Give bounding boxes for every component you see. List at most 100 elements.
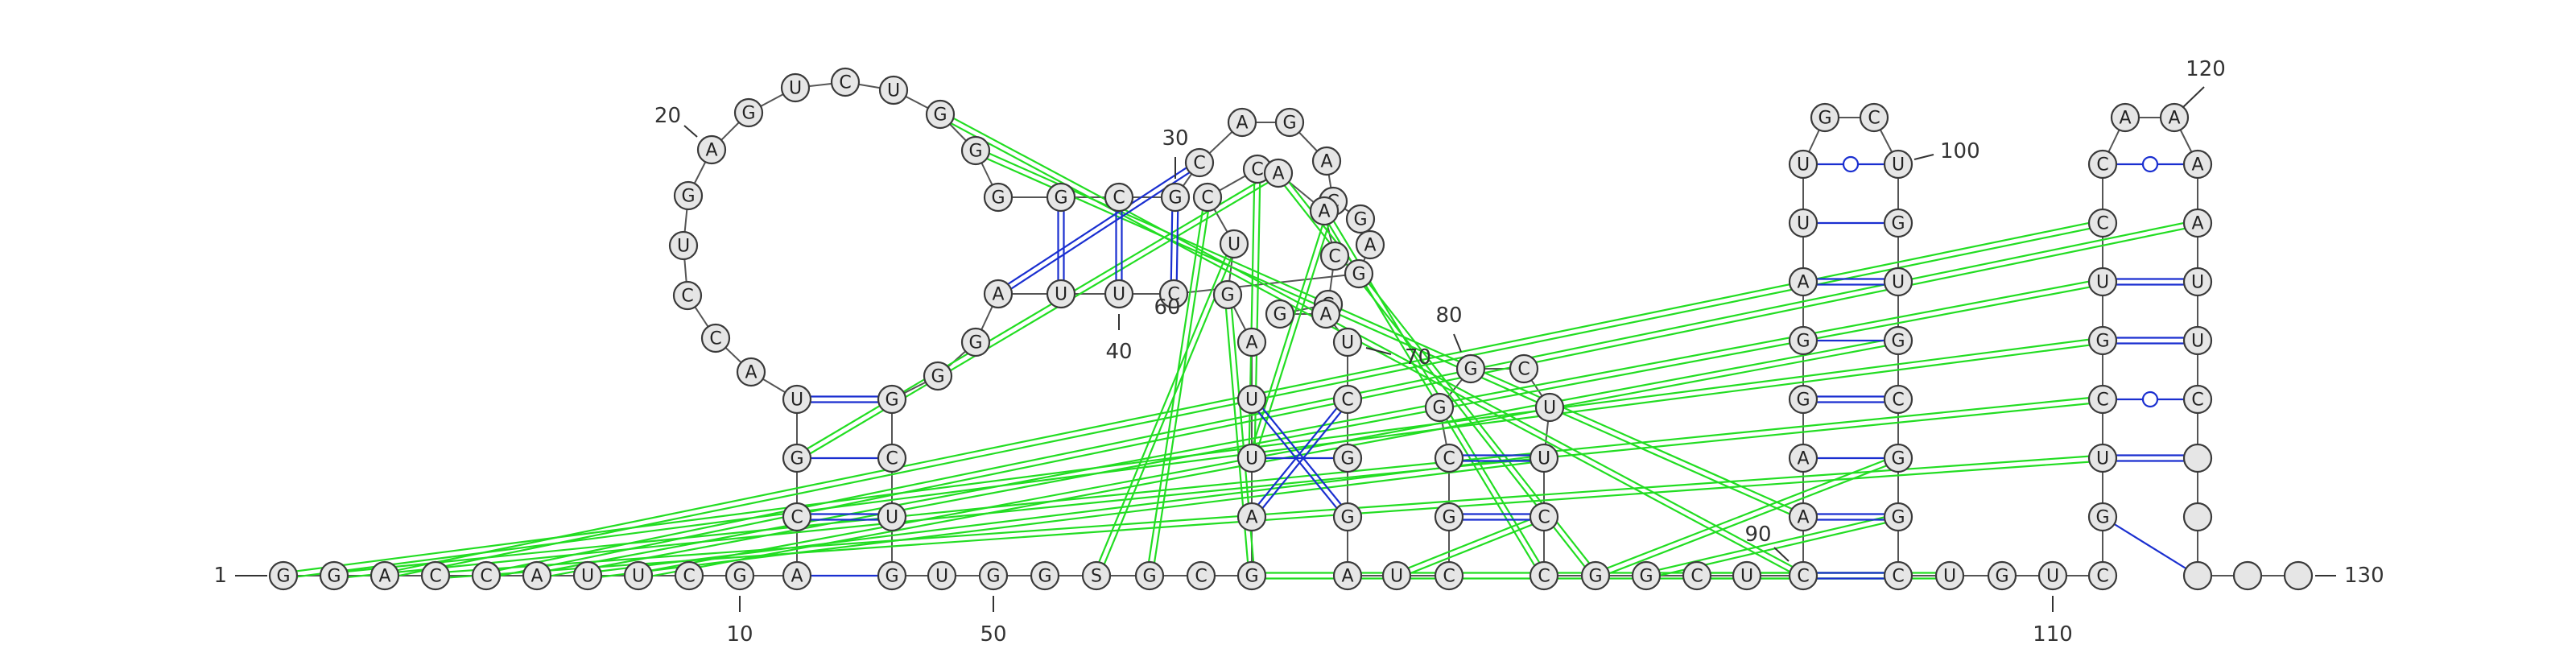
- base-pair: [996, 159, 1199, 292]
- tertiary-contact: [795, 170, 1278, 457]
- position-label-50: 50: [980, 622, 1006, 647]
- nucleotide-letter: C: [1251, 160, 1263, 180]
- position-tick: [2182, 86, 2205, 108]
- nucleotide-letter: G: [1442, 508, 1455, 528]
- tertiary-contact: [1594, 454, 1898, 574]
- nucleotide-119: A: [2110, 102, 2140, 133]
- nucleotide-letter: G: [991, 188, 1005, 209]
- base-pair: [1249, 397, 1347, 516]
- position-tick: [683, 125, 698, 138]
- tertiary-contact: [537, 283, 2103, 580]
- nucleotide-123: U: [2182, 267, 2213, 297]
- position-label-80: 80: [1435, 304, 1462, 328]
- nucleotide-letter: C: [2096, 567, 2108, 587]
- nucleotide-letter: G: [1796, 390, 1810, 411]
- nucleotide-2: G: [319, 560, 349, 591]
- nucleotide-51: G: [1030, 560, 1060, 591]
- nucleotide-8: U: [623, 560, 654, 591]
- nucleotide-letter: C: [1517, 360, 1530, 380]
- tertiary-contact: [638, 342, 1899, 580]
- nucleotide-letter: G: [790, 449, 803, 469]
- nucleotide-letter: C: [1892, 390, 1904, 411]
- nucleotide-65: A: [1309, 196, 1340, 226]
- nucleotide-94: G: [1788, 325, 1818, 356]
- nucleotide-letter: U: [677, 237, 690, 257]
- nucleotide-57: U: [1236, 443, 1267, 473]
- nucleotide-5: C: [471, 560, 502, 591]
- position-label-20: 20: [654, 104, 681, 128]
- nucleotide-letter: A: [2119, 109, 2131, 129]
- nucleotide-11: A: [782, 560, 812, 591]
- nucleotide-36: G: [1345, 204, 1376, 234]
- tertiary-contact: [435, 454, 2103, 574]
- nucleotide-letter: G: [1340, 449, 1354, 469]
- tertiary-contact: [1146, 196, 1206, 576]
- nucleotide-54: C: [1186, 560, 1216, 591]
- nucleotide-39: C: [1158, 279, 1189, 309]
- nucleotide-letter: G: [1038, 567, 1051, 587]
- nucleotide-126: [2182, 443, 2213, 473]
- nucleotide-81: C: [1509, 353, 1539, 384]
- nucleotide-3: A: [369, 560, 400, 591]
- nucleotide-letter: G: [1891, 449, 1905, 469]
- nucleotide-letter: S: [1091, 567, 1102, 587]
- nucleotide-61: U: [1219, 229, 1249, 259]
- nucleotide-58: U: [1236, 384, 1267, 415]
- base-pair: [1175, 197, 1179, 295]
- nucleotide-14: U: [782, 384, 812, 415]
- nucleotide-letter: A: [992, 285, 1004, 305]
- nucleotide-letter: C: [791, 508, 803, 528]
- nucleotide-letter: G: [1245, 567, 1258, 587]
- nucleotide-122: A: [2182, 208, 2213, 238]
- nucleotide-120: A: [2159, 102, 2190, 133]
- nucleotide-letter: A: [745, 363, 757, 383]
- nucleotide-letter: C: [681, 287, 693, 307]
- nucleotide-letter: U: [2191, 332, 2204, 352]
- nucleotide-103: G: [1883, 325, 1913, 356]
- tertiary-contact: [974, 152, 1803, 521]
- nucleotide-40: U: [1104, 279, 1134, 309]
- nucleotide-83: U: [1529, 443, 1559, 473]
- nucleotide-127: [2182, 502, 2213, 532]
- nucleotide-41: U: [1046, 279, 1076, 309]
- nucleotide-letter: A: [791, 567, 803, 587]
- nucleotide-117: C: [2087, 208, 2118, 238]
- nucleotide-letter: G: [741, 104, 755, 124]
- nucleotide-letter: U: [1892, 273, 1905, 293]
- nucleotide-34: A: [1311, 146, 1342, 176]
- nucleotide-letter: U: [1341, 333, 1354, 353]
- nucleotide-22: U: [780, 72, 811, 103]
- nucleotide-115: G: [2087, 325, 2118, 356]
- nucleotide-25: G: [925, 99, 956, 130]
- nucleotide-60: G: [1212, 279, 1243, 310]
- nucleotide-letter: G: [681, 187, 695, 207]
- nucleotide-letter: G: [1352, 265, 1365, 285]
- nucleotide-letter: C: [1538, 508, 1550, 528]
- nucleotide-letter: G: [1340, 508, 1354, 528]
- nucleotide-86: G: [1580, 560, 1611, 591]
- nucleotide-13: G: [782, 443, 812, 473]
- nucleotide-letter: U: [1943, 567, 1956, 587]
- nucleotide-30: G: [1160, 182, 1191, 213]
- position-label-40: 40: [1105, 340, 1132, 364]
- nucleotide-76: C: [1434, 560, 1464, 591]
- nucleotide-45: G: [877, 384, 907, 415]
- nucleotide-1: G: [268, 560, 299, 591]
- nucleotide-48: G: [877, 560, 907, 591]
- nucleotide-letter: G: [986, 567, 1000, 587]
- nucleotide-33: G: [1274, 107, 1305, 138]
- nucleotide-37: A: [1355, 229, 1385, 260]
- nucleotide-92: A: [1788, 443, 1818, 473]
- nucleotide-letter: C: [1892, 567, 1904, 587]
- nucleotide-32: A: [1227, 107, 1257, 138]
- position-label-120: 120: [2186, 57, 2226, 81]
- tertiary-contact: [938, 116, 1802, 580]
- nucleotide-letter: U: [935, 567, 948, 587]
- tertiary-contact: [283, 342, 2103, 580]
- base-pair: [1253, 400, 1351, 519]
- nucleotide-28: G: [1046, 182, 1076, 213]
- nucleotide-letter: U: [2191, 273, 2204, 293]
- nucleotide-31: C: [1184, 147, 1215, 178]
